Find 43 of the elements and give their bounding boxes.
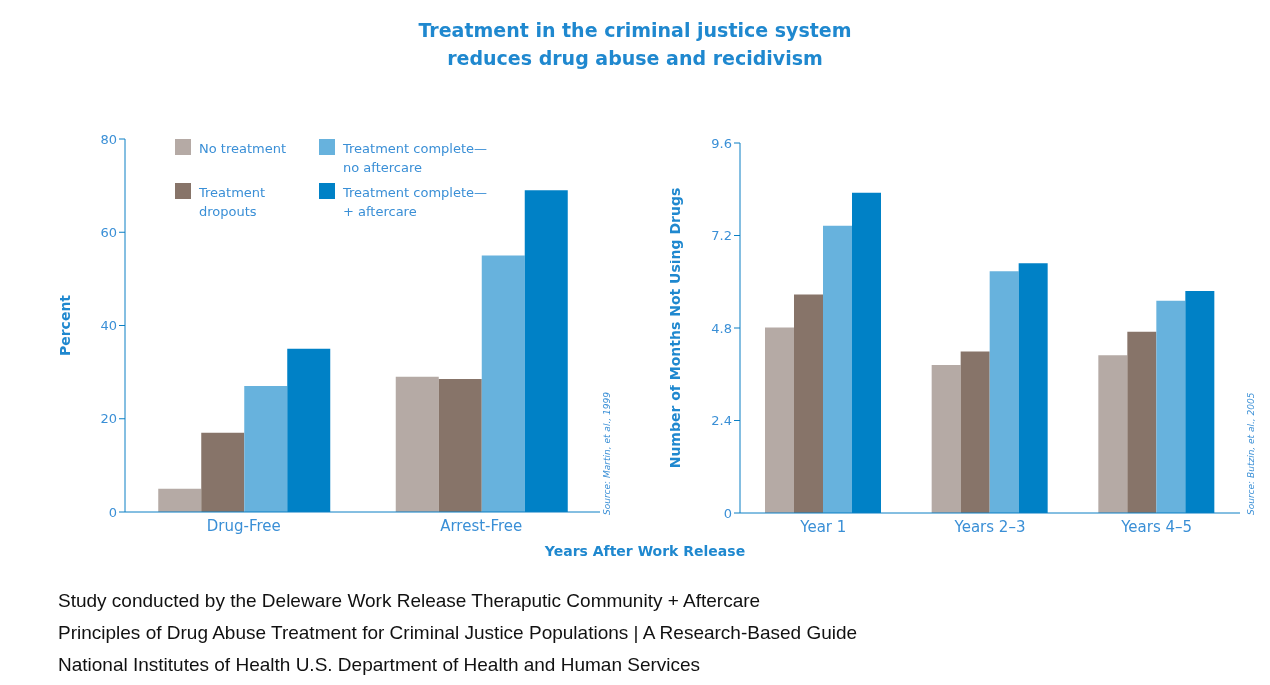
bar [201,432,245,512]
chart-title: Treatment in the criminal justice system reduces drug abuse and recidivism [417,18,853,71]
y-tick-label: 2.4 [711,413,732,429]
bar [395,376,439,512]
bar [244,386,288,512]
source-note: Source: Martin, et al., 1999 [602,391,612,515]
x-axis-title: Years After Work Release [543,543,747,559]
bar [1156,300,1186,513]
y-tick-label: 0 [723,505,732,521]
y-axis-title: Percent [56,294,73,357]
legend-label: Treatment dropouts [199,184,267,221]
text: Principles of Drug Abuse Treatment for Criminal Justice Populations | A Research-Based Guide [58,622,858,644]
y-tick-label: 60 [100,224,117,240]
bar [931,365,961,513]
y-tick-label: 4.8 [711,320,732,336]
x-tick-label: Years 2–3 [953,517,1026,536]
bar [765,327,794,513]
bar [481,255,525,512]
x-tick-label: Year 1 [799,517,847,536]
bar [794,294,823,513]
bar [823,225,852,513]
x-tick-label: Arrest-Free [440,516,523,535]
y-tick-label: 20 [100,411,117,427]
y-tick-label: 40 [100,318,117,334]
legend-label: No treatment [199,140,288,158]
bar [158,488,202,512]
legend-label: Treatment complete—+ aftercare [343,184,488,221]
text: National Institutes of Health U.S. Department of Health and Human Services [58,654,701,676]
y-axis-title: Number of Months Not Using Drugs [666,187,683,469]
bar [989,271,1019,513]
source-note: Source: Butzin, et al., 2005 [1246,391,1256,515]
y-tick-label: 80 [100,131,117,147]
text: Study conducted by the Deleware Work Release Theraputic Community + Aftercare [58,590,761,612]
y-tick-label: 7.2 [711,228,732,244]
bar [1098,355,1128,513]
y-tick-label: 9.6 [711,135,732,151]
x-tick-label: Years 4–5 [1120,517,1193,536]
x-tick-label: Drug-Free [206,516,281,535]
bar [1127,331,1157,513]
bar [960,351,990,513]
legend-label: Treatment complete—no aftercare [343,140,488,177]
bar [438,379,482,512]
y-tick-label: 0 [108,504,117,520]
